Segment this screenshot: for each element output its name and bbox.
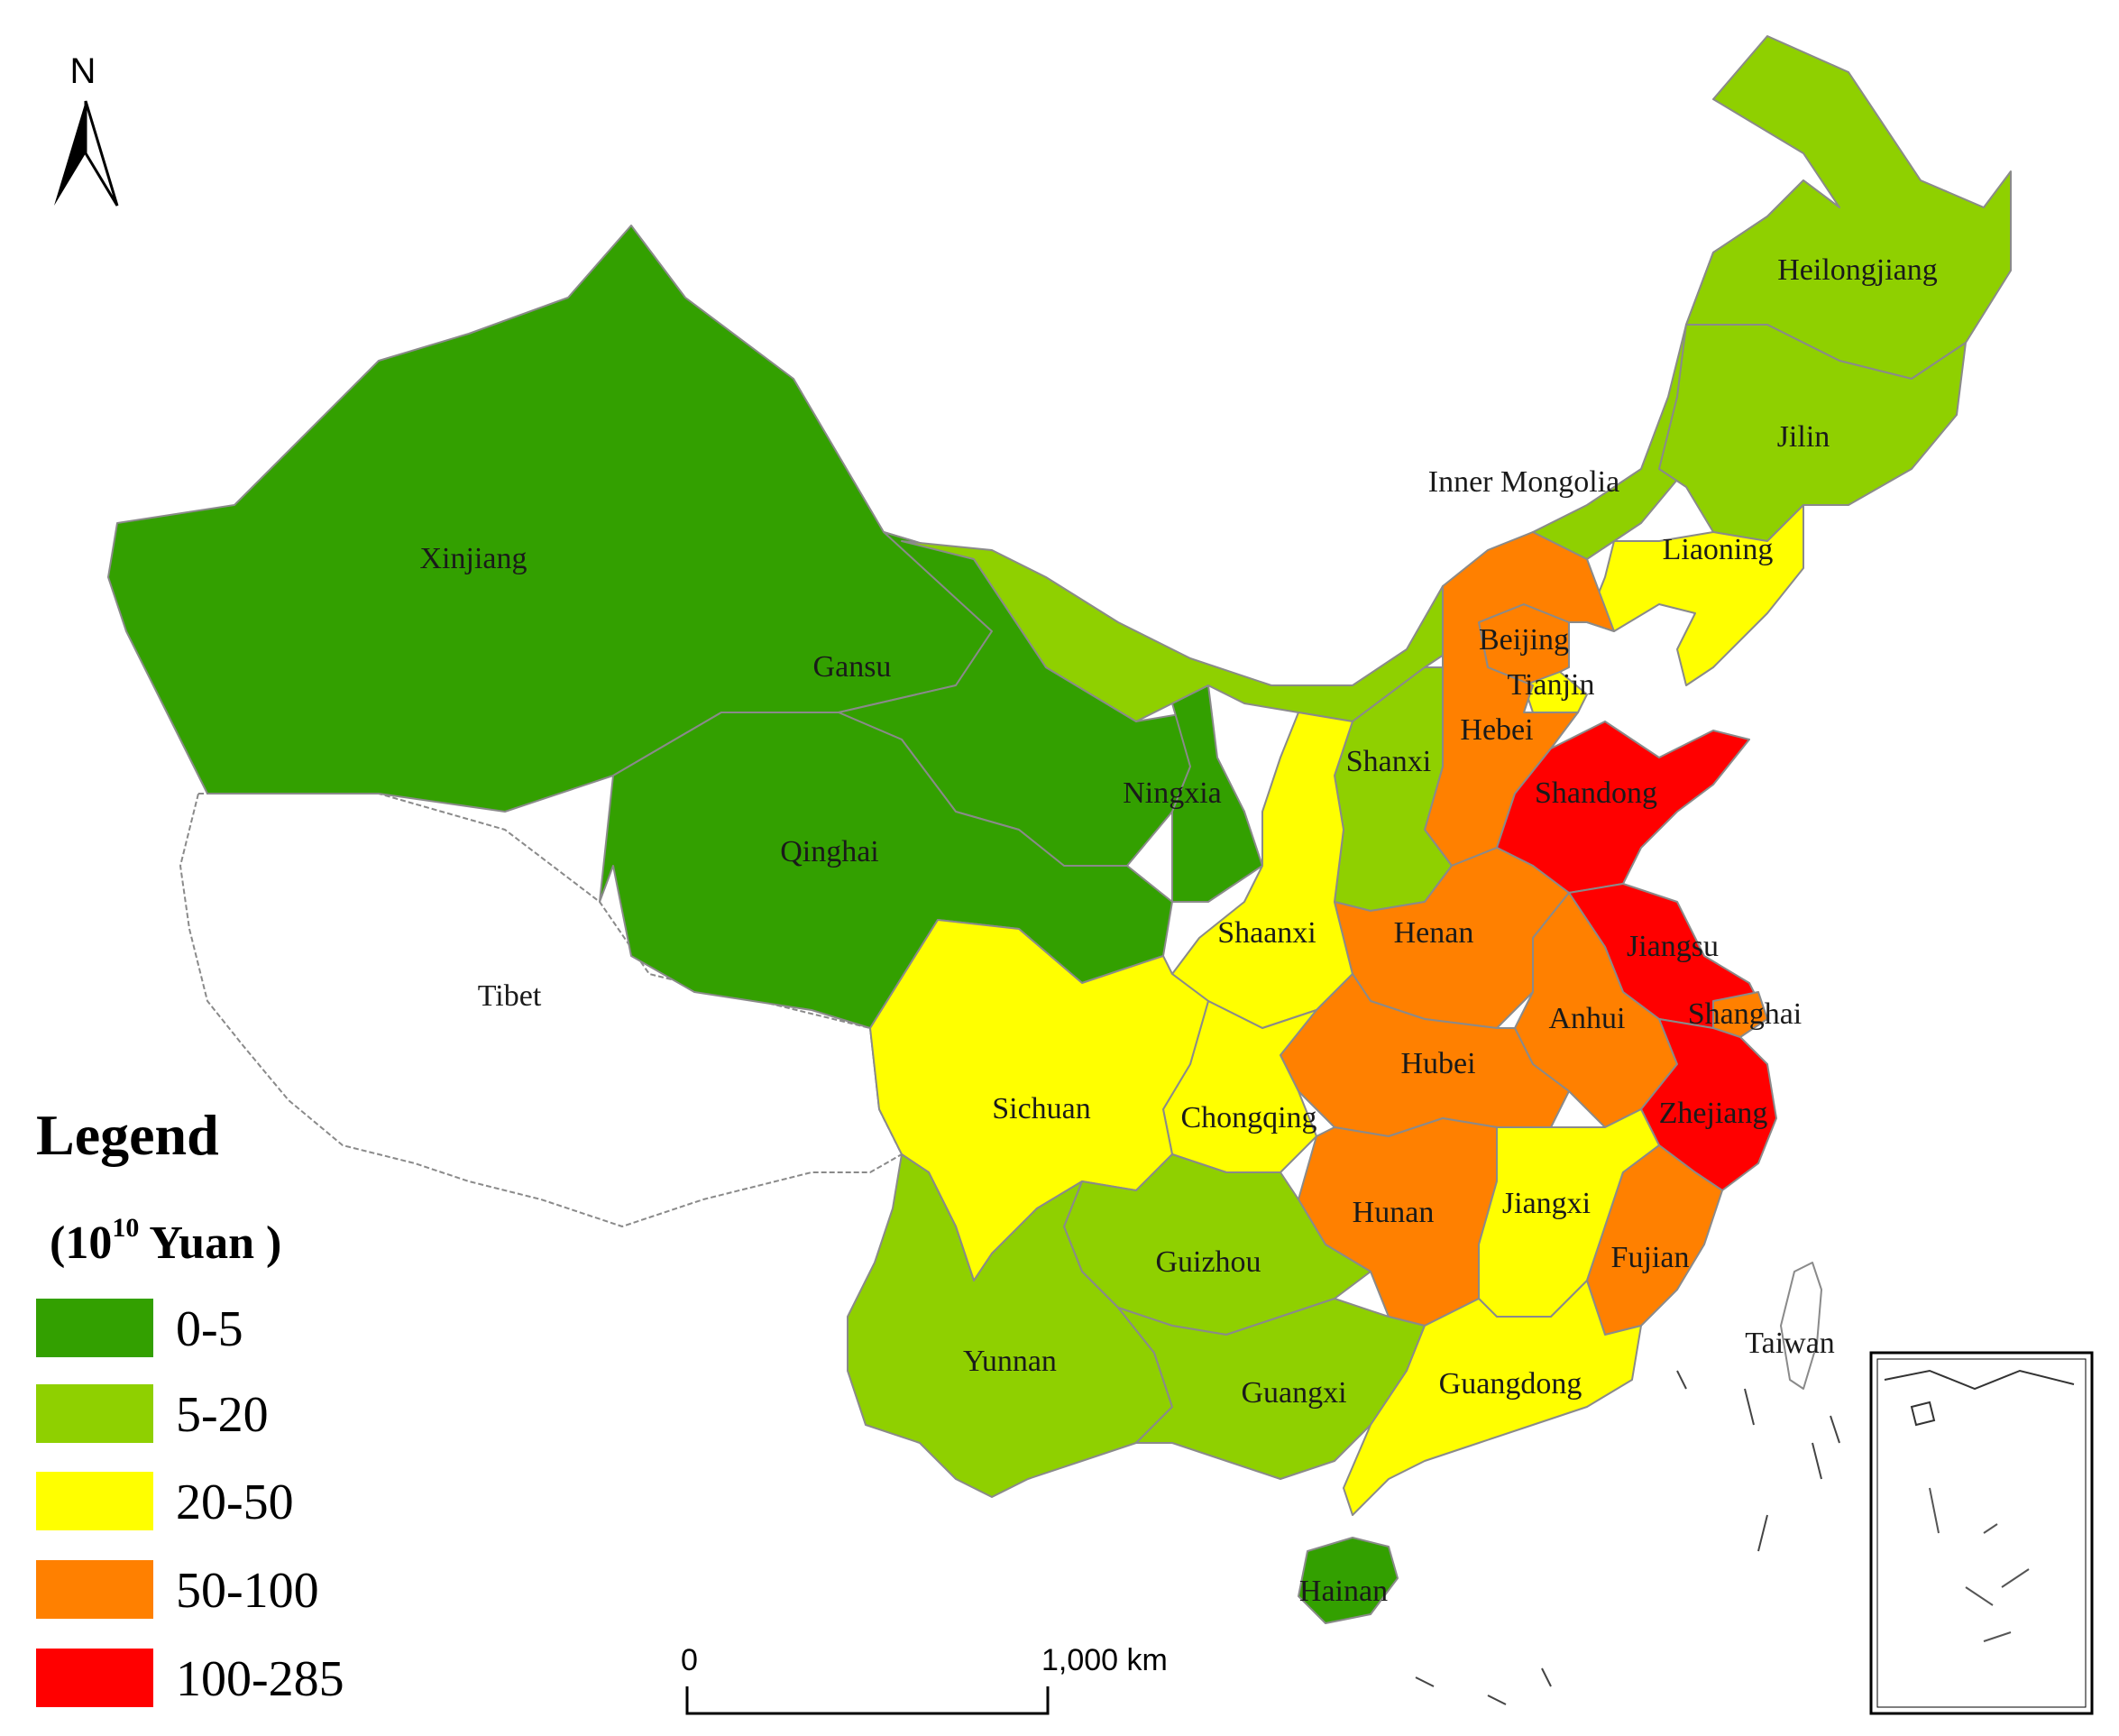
label-ningxia: Ningxia: [1123, 776, 1222, 810]
label-hebei: Hebei: [1460, 713, 1533, 747]
label-guangxi: Guangxi: [1241, 1376, 1346, 1410]
legend-label-100-285: 100-285: [176, 1651, 344, 1707]
inset-islands: [1929, 1487, 2030, 1642]
label-hainan: Hainan: [1299, 1575, 1388, 1608]
label-jiangxi: Jiangxi: [1502, 1187, 1591, 1220]
label-inner-mongolia: Inner Mongolia: [1428, 465, 1619, 499]
label-shanghai: Shanghai: [1688, 997, 1803, 1031]
label-gansu: Gansu: [813, 650, 892, 684]
north-label: N: [70, 51, 96, 91]
legend-unit-close: Yuan ): [139, 1217, 281, 1269]
legend-swatch-50-100: [36, 1560, 153, 1619]
coastal-islands: [1415, 1370, 1840, 1705]
north-arrow-left-half: [54, 101, 86, 206]
label-anhui: Anhui: [1549, 1002, 1626, 1035]
province-taiwan: [1780, 1262, 1822, 1390]
label-jilin: Jilin: [1777, 420, 1830, 454]
inset-coastline: [1884, 1369, 2075, 1391]
legend: Legend (1010 Yuan ) 0-5 5-20 20-50 50-10…: [36, 1103, 344, 1707]
label-tianjin: Tianjin: [1507, 668, 1594, 702]
label-taiwan: Taiwan: [1745, 1327, 1835, 1360]
label-qinghai: Qinghai: [780, 835, 879, 868]
label-guizhou: Guizhou: [1155, 1245, 1261, 1279]
label-guangdong: Guangdong: [1439, 1367, 1582, 1401]
label-tibet: Tibet: [478, 979, 542, 1013]
label-sichuan: Sichuan: [992, 1092, 1091, 1125]
label-yunnan: Yunnan: [963, 1345, 1057, 1378]
legend-swatch-20-50: [36, 1472, 153, 1530]
label-chongqing: Chongqing: [1180, 1101, 1316, 1134]
legend-label-5-20: 5-20: [176, 1387, 269, 1443]
legend-swatch-5-20: [36, 1384, 153, 1443]
legend-label-50-100: 50-100: [176, 1563, 319, 1619]
legend-unit-sup: 10: [112, 1213, 139, 1243]
label-fujian: Fujian: [1611, 1241, 1690, 1274]
province-guangdong: [1343, 1280, 1642, 1516]
label-hubei: Hubei: [1400, 1047, 1475, 1080]
province-labels: Xinjiang Gansu Qinghai Ningxia Hainan Ti…: [420, 253, 1938, 1608]
legend-swatch-0-5: [36, 1299, 153, 1357]
province-polygons: [107, 35, 2012, 1624]
scale-start-label: 0: [681, 1643, 698, 1677]
scale-end-label: 1,000 km: [1041, 1643, 1168, 1677]
label-beijing: Beijing: [1479, 623, 1569, 657]
label-heilongjiang: Heilongjiang: [1777, 253, 1938, 287]
scale-bar: 0 1,000 km: [681, 1643, 1168, 1715]
north-arrow: N: [54, 51, 119, 207]
label-shandong: Shandong: [1535, 776, 1657, 810]
province-tibet: [179, 793, 903, 1227]
legend-unit: (1010 Yuan ): [50, 1213, 281, 1269]
province-ningxia: [1171, 684, 1263, 903]
inset-inner-frame: [1876, 1358, 2087, 1708]
province-zhejiang: [1640, 1018, 1777, 1191]
legend-label-20-50: 20-50: [176, 1474, 294, 1530]
north-arrow-right-half: [84, 100, 119, 207]
label-xinjiang: Xinjiang: [420, 542, 527, 575]
scale-line: [685, 1686, 1050, 1715]
inset-frame: [1869, 1351, 2094, 1715]
province-hubei: [1280, 973, 1570, 1137]
label-shaanxi: Shaanxi: [1217, 916, 1316, 950]
legend-swatch-100-285: [36, 1649, 153, 1707]
label-shanxi: Shanxi: [1346, 745, 1431, 778]
south-china-sea-inset: [1869, 1351, 2094, 1715]
label-hunan: Hunan: [1353, 1196, 1435, 1229]
legend-title: Legend: [36, 1103, 219, 1167]
province-shanghai: [1712, 991, 1768, 1038]
label-liaoning: Liaoning: [1663, 533, 1774, 566]
label-jiangsu: Jiangsu: [1627, 930, 1719, 963]
legend-label-0-5: 0-5: [176, 1301, 243, 1357]
label-zhejiang: Zhejiang: [1659, 1097, 1768, 1130]
province-jilin: [1658, 324, 1967, 542]
province-hainan: [1298, 1537, 1399, 1624]
province-tianjin: [1523, 671, 1588, 713]
inset-hainan-outline: [1910, 1401, 1936, 1427]
legend-unit-open: (10: [50, 1217, 112, 1269]
label-henan: Henan: [1394, 916, 1474, 950]
